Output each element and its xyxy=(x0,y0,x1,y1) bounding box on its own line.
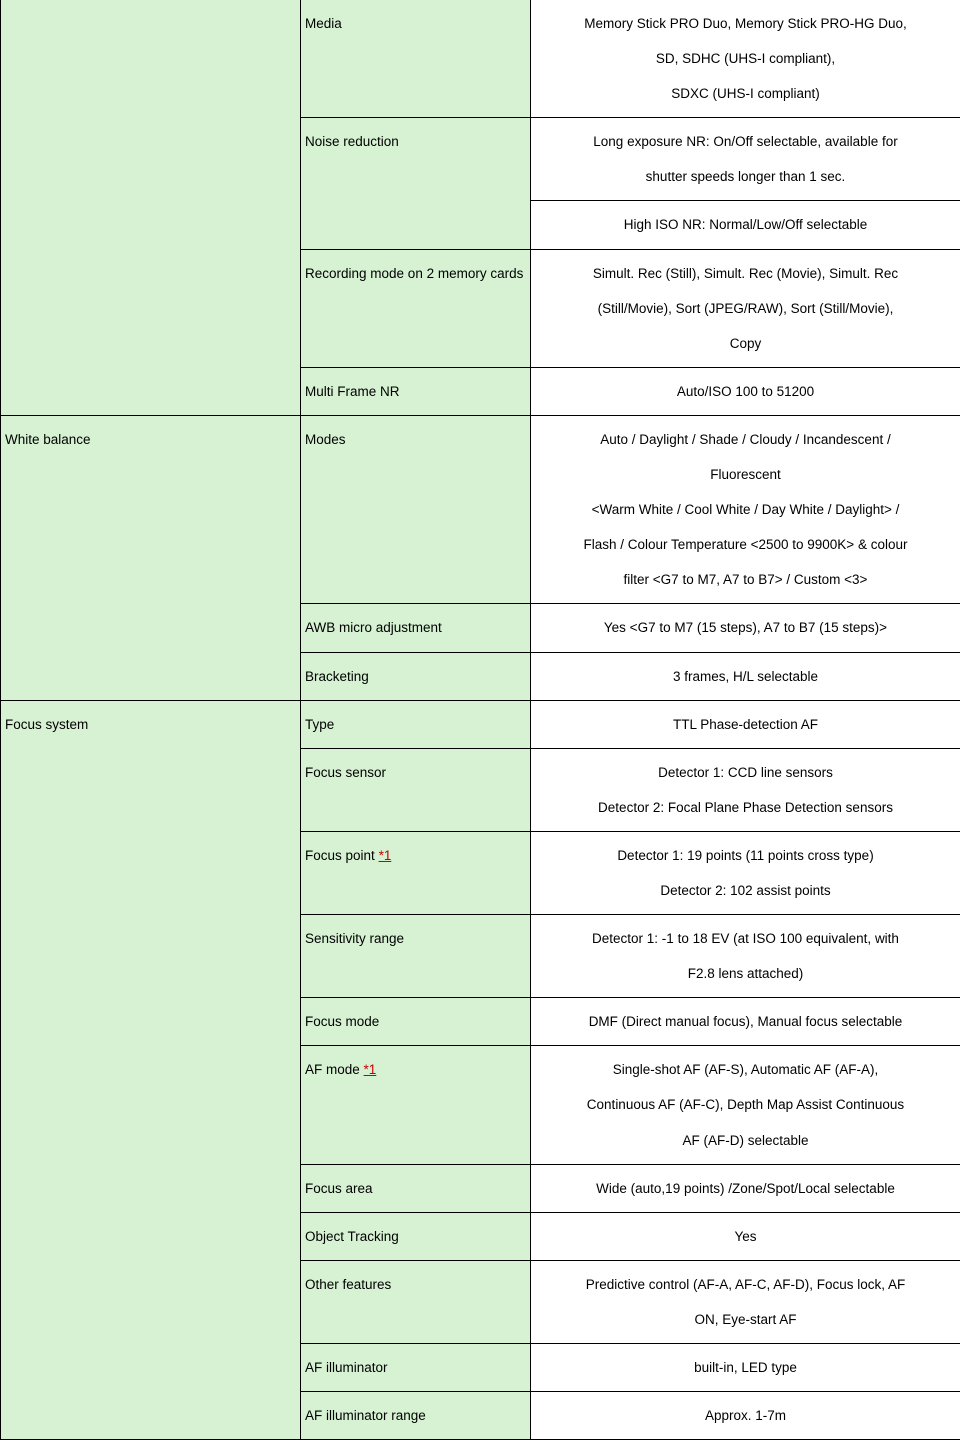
field-label: Recording mode on 2 memory cards xyxy=(305,266,523,281)
field-cell: Focus area xyxy=(301,1164,531,1212)
field-label: Media xyxy=(305,16,342,31)
spec-value: Detector 1: -1 to 18 EV (at ISO 100 equi… xyxy=(531,915,960,998)
field-cell: Sensitivity range xyxy=(301,915,531,998)
field-label: AWB micro adjustment xyxy=(305,620,442,635)
spec-value: Detector 1: CCD line sensorsDetector 2: … xyxy=(531,748,960,831)
spec-value: Wide (auto,19 points) /Zone/Spot/Local s… xyxy=(531,1164,960,1212)
field-label: Noise reduction xyxy=(305,134,399,149)
spec-value: Auto/ISO 100 to 51200 xyxy=(531,367,960,415)
field-label: Sensitivity range xyxy=(305,931,404,946)
table-row: White balanceModesAuto / Daylight / Shad… xyxy=(1,415,960,603)
field-cell: Noise reduction xyxy=(301,118,531,249)
category-cell: White balance xyxy=(1,415,301,700)
spec-value: built-in, LED type xyxy=(531,1344,960,1392)
spec-value: 3 frames, H/L selectable xyxy=(531,652,960,700)
field-cell: Multi Frame NR xyxy=(301,367,531,415)
spec-value: Auto / Daylight / Shade / Cloudy / Incan… xyxy=(531,415,960,603)
field-label: Multi Frame NR xyxy=(305,384,400,399)
spec-value: Long exposure NR: On/Off selectable, ava… xyxy=(531,118,960,201)
field-cell: Focus mode xyxy=(301,998,531,1046)
category-cell: Focus system xyxy=(1,700,301,1440)
field-label: Other features xyxy=(305,1277,391,1292)
field-cell: Bracketing xyxy=(301,652,531,700)
spec-value: Yes xyxy=(531,1212,960,1260)
field-cell: AF illuminator xyxy=(301,1344,531,1392)
table-row: Media Memory Stick PRO Duo, Memory Stick … xyxy=(1,0,960,118)
spec-value: Predictive control (AF-A, AF-C, AF-D), F… xyxy=(531,1260,960,1343)
spec-value: High ISO NR: Normal/Low/Off selectable xyxy=(531,201,960,249)
field-cell: Recording mode on 2 memory cards xyxy=(301,249,531,367)
field-cell: Focus point *1 xyxy=(301,831,531,914)
table-row: Focus systemTypeTTL Phase-detection AF xyxy=(1,700,960,748)
spec-value: Detector 1: 19 points (11 points cross t… xyxy=(531,831,960,914)
category-cell xyxy=(1,0,301,415)
spec-value: Simult. Rec (Still), Simult. Rec (Movie)… xyxy=(531,249,960,367)
field-cell: Other features xyxy=(301,1260,531,1343)
field-label: Type xyxy=(305,717,334,732)
footnote-link[interactable]: *1 xyxy=(364,1062,377,1077)
field-cell: Modes xyxy=(301,415,531,603)
field-cell: Focus sensor xyxy=(301,748,531,831)
spec-value: TTL Phase-detection AF xyxy=(531,700,960,748)
field-label: Focus point xyxy=(305,848,375,863)
spec-value: Approx. 1-7m xyxy=(531,1392,960,1440)
field-cell: Media xyxy=(301,0,531,118)
spec-value: Memory Stick PRO Duo, Memory Stick PRO-H… xyxy=(531,0,960,118)
field-cell: Type xyxy=(301,700,531,748)
spec-value: Single-shot AF (AF-S), Automatic AF (AF-… xyxy=(531,1046,960,1164)
field-cell: AF illuminator range xyxy=(301,1392,531,1440)
field-label: Bracketing xyxy=(305,669,369,684)
field-label: AF mode xyxy=(305,1062,360,1077)
field-cell: AWB micro adjustment xyxy=(301,604,531,652)
spec-table: Media Memory Stick PRO Duo, Memory Stick … xyxy=(0,0,960,1440)
field-label: AF illuminator xyxy=(305,1360,388,1375)
field-cell: Object Tracking xyxy=(301,1212,531,1260)
spec-value: Yes <G7 to M7 (15 steps), A7 to B7 (15 s… xyxy=(531,604,960,652)
field-label: Focus mode xyxy=(305,1014,379,1029)
footnote-link[interactable]: *1 xyxy=(379,848,392,863)
field-cell: AF mode *1 xyxy=(301,1046,531,1164)
field-label: Focus area xyxy=(305,1181,373,1196)
field-label: Focus sensor xyxy=(305,765,386,780)
field-label: Object Tracking xyxy=(305,1229,399,1244)
field-label: Modes xyxy=(305,432,346,447)
spec-value: DMF (Direct manual focus), Manual focus … xyxy=(531,998,960,1046)
field-label: AF illuminator range xyxy=(305,1408,426,1423)
